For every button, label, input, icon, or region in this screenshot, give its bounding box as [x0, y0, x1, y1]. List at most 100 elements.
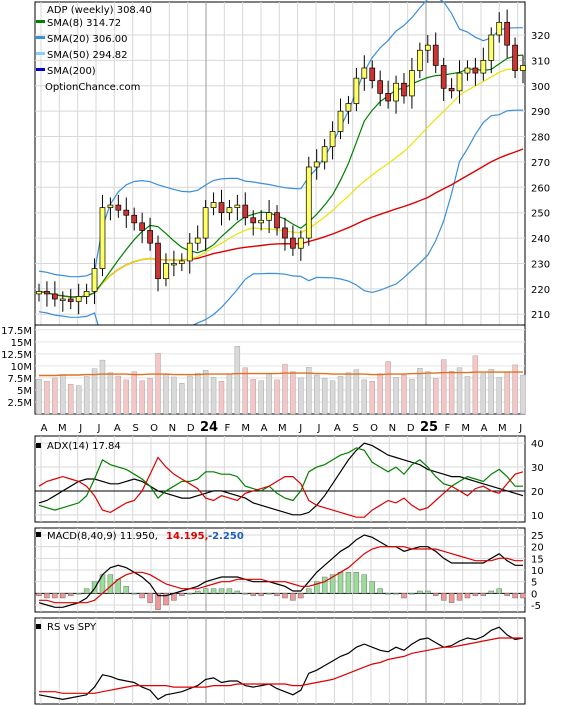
- x-tick-label: M: [461, 423, 470, 434]
- candle: [504, 21, 510, 46]
- candle: [385, 93, 391, 102]
- macd-hist-bar: [393, 593, 399, 595]
- candle: [329, 131, 336, 148]
- macd-hist-bar: [496, 588, 502, 594]
- x-tick-label: M: [278, 423, 287, 434]
- candle: [353, 77, 360, 104]
- watermark: OptionChance.com: [45, 82, 140, 93]
- macd-hist-bar: [139, 593, 145, 599]
- macd-hist-bar: [464, 593, 471, 599]
- macd-hist-bar: [337, 572, 344, 594]
- macd-hist-bar: [520, 593, 526, 599]
- macd-hist-bar: [456, 593, 463, 601]
- volume-bar: [433, 378, 439, 415]
- candle: [139, 222, 145, 231]
- x-tick-label: 25: [420, 420, 438, 435]
- candle: [155, 242, 161, 280]
- adx-series-plus_di: [38, 447, 523, 511]
- candle: [99, 207, 106, 269]
- candle: [186, 242, 193, 262]
- candle: [440, 65, 447, 89]
- macd-series-signal: [39, 546, 523, 604]
- adx-series-adx: [38, 442, 524, 516]
- price-tick-label: 320: [531, 31, 550, 42]
- legend-sma20: SMA(20) 306.00: [47, 34, 128, 45]
- volume-bar: [496, 377, 502, 415]
- volume-bar: [488, 369, 494, 415]
- macd-hist-bar: [210, 588, 217, 594]
- candle: [67, 298, 74, 302]
- macd-hist-bar: [234, 590, 241, 594]
- adx-tick-label: 40: [531, 439, 544, 450]
- rs-legend: RS vs SPY: [36, 622, 97, 633]
- candle: [337, 110, 344, 132]
- macd-hist-bar: [282, 593, 288, 599]
- volume-bar: [155, 353, 161, 415]
- macd-tick-label: 0: [531, 589, 537, 600]
- volume-tick-label: 17.5M: [1, 326, 32, 337]
- candle: [480, 60, 487, 74]
- x-tick-label: A: [334, 423, 341, 434]
- volume-bar: [290, 371, 296, 415]
- candle: [131, 214, 138, 224]
- legend-sma200: SMA(200): [47, 66, 96, 77]
- volume-bar: [202, 370, 209, 415]
- candle: [274, 212, 280, 229]
- volume-bar: [480, 373, 487, 415]
- price-tick-label: 210: [531, 310, 550, 321]
- price-frame: [34, 1, 526, 333]
- adx-series-minus_di: [38, 456, 524, 518]
- macd-hist-bar: [258, 593, 264, 596]
- volume-bar: [409, 379, 415, 415]
- legend-sma8-swatch: [36, 20, 45, 23]
- adx-panel: 10 20 30 40: [34, 435, 544, 523]
- legend-sma8: SMA(8) 314.72: [47, 18, 121, 29]
- candle: [194, 237, 201, 244]
- candle: [290, 237, 296, 249]
- candle: [59, 298, 66, 301]
- macd-hist-bar: [377, 588, 383, 594]
- volume-tick-label: 2.5M: [7, 398, 32, 409]
- rs-panel: [34, 617, 526, 705]
- candle: [417, 49, 423, 71]
- volume-bar: [353, 369, 360, 415]
- legend-sma200-swatch: [36, 68, 45, 71]
- macd-title-hist: -2.250: [208, 531, 244, 542]
- candle: [369, 67, 376, 82]
- volume-bar: [456, 367, 463, 415]
- x-tick-label: O: [150, 423, 158, 434]
- price-tick-label: 270: [531, 158, 550, 169]
- x-tick-label: M: [241, 423, 250, 434]
- candle: [393, 82, 399, 102]
- volume-bar: [472, 355, 479, 415]
- adx-tick-label: 10: [531, 511, 544, 522]
- volume-bar: [369, 381, 375, 415]
- candle: [464, 67, 471, 74]
- macd-hist-bar: [194, 590, 201, 594]
- candle: [345, 103, 352, 112]
- candle: [409, 70, 415, 97]
- candle: [361, 67, 368, 79]
- volume-bar: [314, 374, 320, 415]
- candle: [147, 230, 153, 244]
- macd-tick-label: 25: [531, 531, 544, 542]
- volume-bar: [393, 377, 399, 415]
- volume-tick-label: 10M: [11, 362, 32, 373]
- volume-bar: [464, 376, 471, 415]
- volume-bar: [448, 370, 455, 415]
- x-tick-label: D: [407, 423, 415, 434]
- volume-bar: [345, 372, 352, 415]
- macd-tick-label: 10: [531, 566, 544, 577]
- volume-bar: [329, 380, 336, 415]
- macd-hist-bar: [440, 593, 447, 601]
- candle: [123, 209, 130, 216]
- candle: [107, 204, 114, 208]
- macd-hist-bar: [250, 593, 256, 596]
- macd-hist-bar: [512, 593, 518, 599]
- macd-hist-bar: [385, 593, 391, 595]
- candle: [36, 291, 42, 295]
- candle: [456, 72, 463, 92]
- macd-hist-bar: [266, 593, 272, 595]
- x-tick-label: J: [317, 423, 321, 434]
